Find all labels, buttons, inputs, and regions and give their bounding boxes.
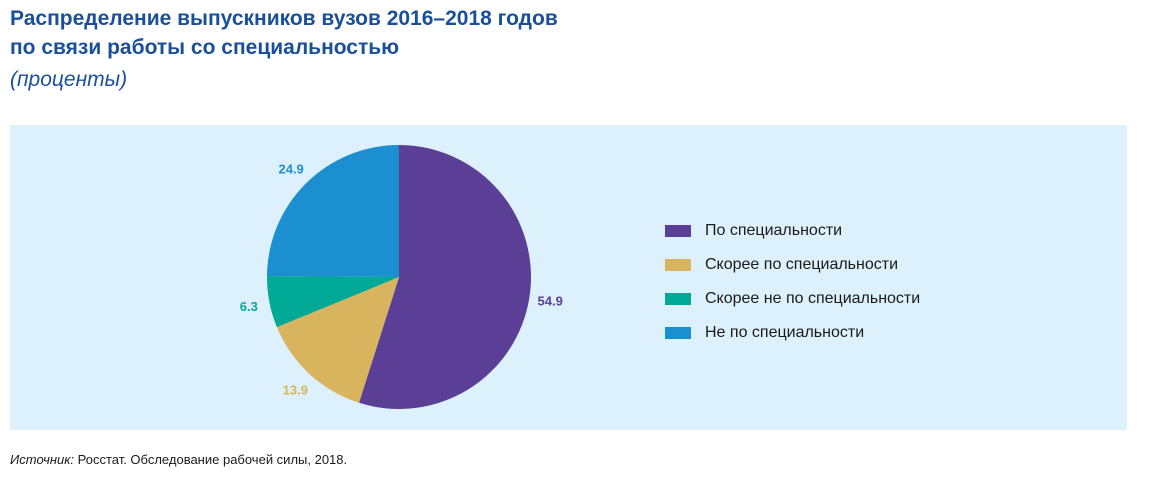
pie-slice-3: [267, 276, 399, 328]
title-line-2: по связи работы со специальностью: [10, 36, 400, 59]
chart-title: Распределение выпускников вузов 2016–201…: [10, 4, 558, 62]
source-text: Росстат. Обследование рабочей силы, 2018…: [74, 452, 348, 467]
legend-label: Скорее по специальности: [705, 256, 899, 273]
pie-slice-2: [276, 277, 399, 403]
source-note: Источник: Росстат. Обследование рабочей …: [10, 452, 347, 467]
legend-label: Не по специальности: [705, 324, 865, 341]
chart-panel: 54.9 13.9 6.3 24.9 По специальности Скорее п…: [10, 125, 1127, 430]
legend-swatch: [665, 327, 691, 339]
legend-item-1: По специальности: [665, 214, 920, 248]
title-line-1: Распределение выпускников вузов 2016–201…: [10, 7, 558, 30]
chart-legend: По специальности Скорее по специальности С…: [665, 214, 920, 350]
source-prefix: Источник:: [10, 452, 74, 467]
legend-swatch: [665, 225, 691, 237]
legend-swatch: [665, 259, 691, 271]
chart-subtitle: (проценты): [10, 68, 128, 91]
legend-swatch: [665, 293, 691, 305]
legend-label: Скорее не по специальности: [705, 290, 921, 307]
legend-item-2: Скорее по специальности: [665, 248, 920, 282]
pie-chart: 54.9 13.9 6.3 24.9: [240, 145, 563, 409]
pie-slice-label-4: 24.9: [278, 161, 303, 176]
legend-item-3: Скорее не по специальности: [665, 282, 920, 316]
legend-label: По специальности: [705, 222, 843, 239]
pie-slice-1: [358, 145, 531, 409]
pie-slice-label-2: 13.9: [283, 383, 308, 398]
pie-slice-label-1: 54.9: [538, 293, 563, 308]
pie-slice-label-3: 6.3: [240, 299, 258, 314]
legend-item-4: Не по специальности: [665, 316, 920, 350]
pie-slice-4: [267, 145, 399, 277]
